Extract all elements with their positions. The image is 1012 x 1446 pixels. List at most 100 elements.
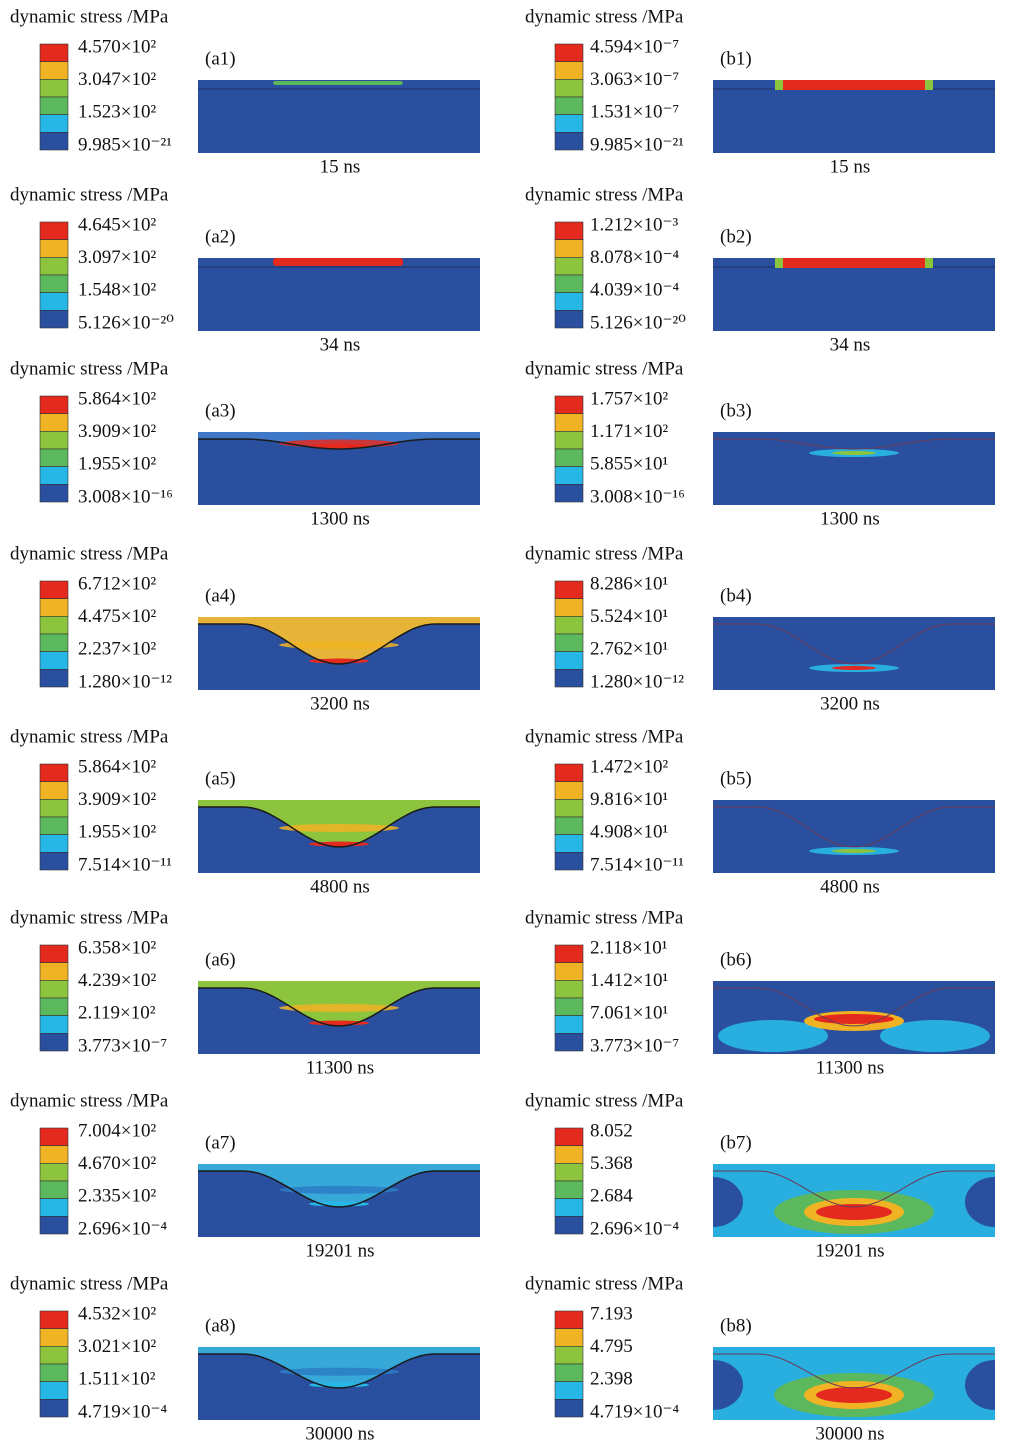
time-label: 15 ns (830, 156, 871, 177)
legend-swatch (39, 1033, 69, 1052)
time-label: 1300 ns (310, 508, 370, 529)
time-label: 1300 ns (820, 508, 880, 529)
legend-label: 1.523×10² (78, 102, 156, 123)
legend-swatch (554, 484, 584, 503)
legend-label: 1.171×10² (590, 421, 668, 442)
time-label: 3200 ns (310, 693, 370, 714)
plate-top (198, 1347, 480, 1388)
legend-swatch (39, 852, 69, 871)
legend-swatch (554, 834, 584, 853)
time-label: 34 ns (320, 334, 361, 355)
legend-label: 3.773×10⁻⁷ (78, 1035, 167, 1056)
field (198, 258, 480, 331)
plate-edge (713, 623, 995, 665)
legend-title: dynamic stress /MPa (10, 6, 169, 27)
panel: dynamic stress /MPa 8.052 5.368 2.684 2.696×… (525, 1090, 995, 1261)
warm-zone (718, 1020, 828, 1052)
legend-swatch (39, 1399, 69, 1418)
legend-label: 1.757×10² (590, 388, 668, 409)
legend-label: 3.008×10⁻¹⁶ (78, 486, 173, 507)
legend-swatch (39, 1328, 69, 1347)
legend-swatch (554, 1328, 584, 1347)
time-label: 34 ns (830, 334, 871, 355)
legend-swatch (554, 962, 584, 981)
contour (713, 258, 995, 331)
legend-swatch (39, 1310, 69, 1329)
legend-swatch (39, 1163, 69, 1182)
panel: dynamic stress /MPa 6.712×10² 4.475×10² 2.2… (10, 543, 480, 714)
legend-label: 1.472×10² (590, 756, 668, 777)
contour-plot (198, 1164, 480, 1237)
panel-label: (a5) (205, 768, 236, 789)
legend-label: 4.719×10⁻⁴ (590, 1401, 679, 1422)
panel-label: (a6) (205, 949, 236, 970)
time-label: 11300 ns (816, 1057, 884, 1078)
hot-zone (279, 824, 399, 832)
field (713, 800, 995, 873)
contour-plot (713, 258, 995, 331)
legend-swatch (554, 598, 584, 617)
legend-swatch (39, 96, 69, 115)
legend-swatch (554, 1127, 584, 1146)
plate-edge (713, 1170, 995, 1208)
hot-zone (783, 80, 925, 90)
legend-label: 7.193 (590, 1303, 633, 1324)
plate-edge (198, 623, 480, 665)
legend-swatch (554, 1399, 584, 1418)
time-label: 4800 ns (310, 876, 370, 897)
legend-title: dynamic stress /MPa (10, 1090, 169, 1111)
panel: dynamic stress /MPa 5.864×10² 3.909×10² 1.9… (10, 358, 480, 529)
plate-edge (198, 987, 480, 1027)
legend-title: dynamic stress /MPa (10, 726, 169, 747)
legend-swatch (554, 221, 584, 240)
legend-label: 2.762×10¹ (590, 639, 668, 660)
legend-label: 4.594×10⁻⁷ (590, 36, 679, 57)
legend-swatch (39, 1127, 69, 1146)
panel: dynamic stress /MPa 1.757×10² 1.171×10² 5.8… (525, 358, 995, 529)
contour (198, 80, 480, 153)
contour-plot (198, 617, 480, 690)
legend-swatch (554, 132, 584, 151)
legend-label: 4.239×10² (78, 970, 156, 991)
contour-plot (198, 432, 480, 505)
legend-label: 2.398 (590, 1369, 633, 1390)
hot-zone (279, 1185, 399, 1194)
hot-zone (273, 81, 403, 85)
time-label: 4800 ns (820, 876, 880, 897)
panel: dynamic stress /MPa 4.594×10⁻⁷ 3.063×10⁻⁷ 1… (525, 6, 995, 177)
panel: dynamic stress /MPa 4.532×10² 3.021×10² 1.5… (10, 1273, 480, 1444)
warm-zone (880, 1020, 990, 1052)
legend-swatch (39, 1198, 69, 1217)
legend-swatch (554, 852, 584, 871)
legend-swatch (39, 962, 69, 981)
legend-label: 5.524×10¹ (590, 606, 668, 627)
hot-zone (309, 443, 369, 449)
hot-zone (816, 1387, 892, 1403)
contour (713, 80, 995, 153)
legend-label: 2.696×10⁻⁴ (78, 1218, 167, 1239)
panel-label: (b2) (720, 226, 752, 247)
legend-title: dynamic stress /MPa (525, 1273, 684, 1294)
contour (713, 1164, 995, 1237)
legend-label: 3.047×10² (78, 69, 156, 90)
legend-swatch (554, 1198, 584, 1217)
legend-swatch (554, 633, 584, 652)
legend-label: 8.078×10⁻⁴ (590, 247, 679, 268)
panel-label: (a3) (205, 400, 236, 421)
legend-swatch (554, 43, 584, 62)
contour (198, 1347, 480, 1420)
plate-edge (713, 1353, 995, 1389)
legend-title: dynamic stress /MPa (525, 184, 684, 205)
field (713, 80, 995, 153)
contour (713, 432, 995, 505)
panel-label: (b8) (720, 1315, 752, 1336)
panel-label: (a8) (205, 1315, 236, 1336)
contour (713, 1347, 995, 1420)
legend-label: 9.985×10⁻²¹ (78, 134, 172, 155)
legend-swatch (39, 257, 69, 276)
legend-label: 1.955×10² (78, 454, 156, 475)
legend-swatch (554, 61, 584, 80)
plate-top (198, 1164, 480, 1207)
legend-swatch (39, 1363, 69, 1382)
